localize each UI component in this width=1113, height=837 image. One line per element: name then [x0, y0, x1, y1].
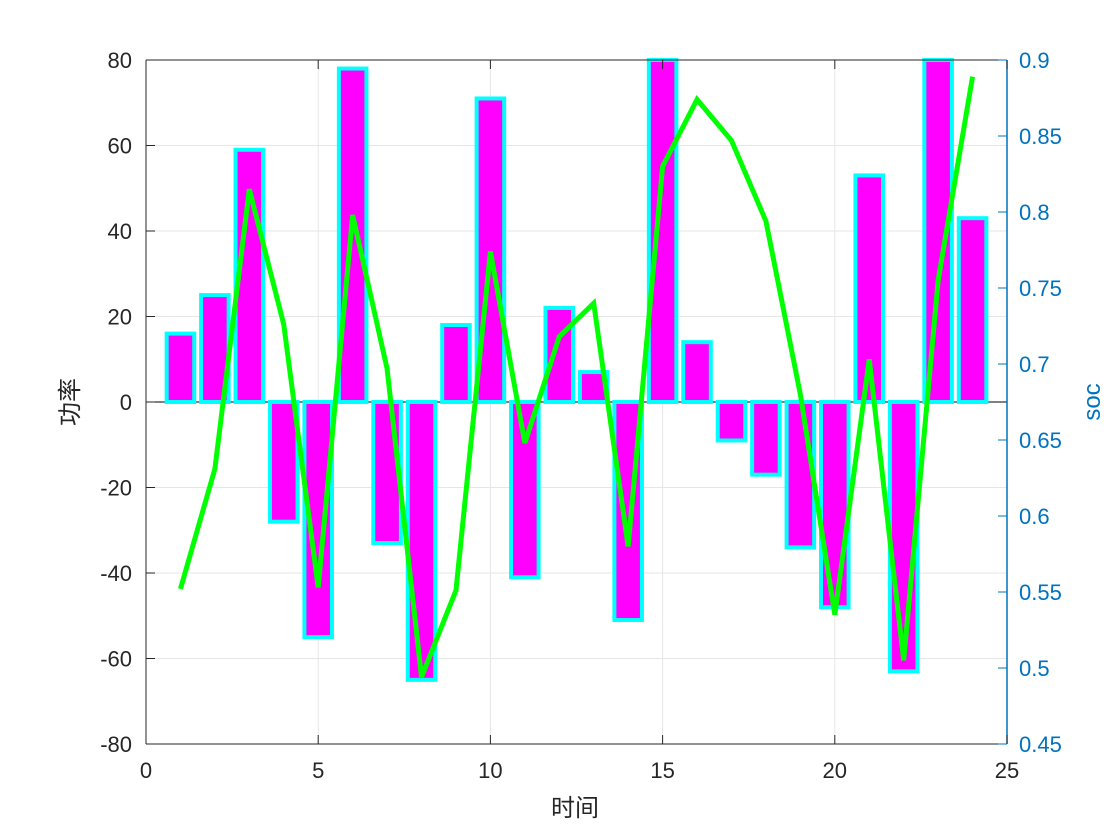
line-layer — [178, 76, 976, 679]
bar — [267, 400, 300, 524]
bar — [474, 96, 507, 404]
bar — [440, 323, 472, 404]
bar — [543, 305, 576, 405]
y-tick-label-right: 0.65 — [1019, 428, 1062, 453]
x-tick-label: 0 — [140, 758, 152, 783]
bar — [715, 400, 748, 443]
y-axis-label-right: soc — [1079, 383, 1106, 420]
y-tick-label-left: 60 — [108, 134, 132, 159]
bar — [681, 340, 713, 404]
bar — [164, 331, 197, 405]
x-tick-label: 25 — [995, 758, 1019, 783]
ticks-layer: 0 5 10 15 20 25 -80 -60 -40 -20 0 20 40 60 80 0.45 0.5 0.… — [100, 48, 1062, 783]
y-tick-label-left: -80 — [100, 732, 132, 757]
bar — [509, 400, 541, 580]
bar — [819, 400, 851, 610]
x-tick-label: 15 — [650, 758, 674, 783]
soc-line — [178, 76, 976, 679]
y-tick-label-left: -60 — [100, 647, 132, 672]
y-tick-label-right: 0.55 — [1019, 580, 1062, 605]
y-tick-label-right: 0.7 — [1019, 352, 1050, 377]
bar — [784, 400, 817, 550]
y-tick-label-right: 0.75 — [1019, 276, 1062, 301]
bar — [750, 400, 782, 477]
y-tick-label-right: 0.9 — [1019, 48, 1050, 73]
y-tick-label-left: 20 — [108, 305, 132, 330]
bar — [956, 216, 989, 404]
y-tick-label-right: 0.6 — [1019, 504, 1050, 529]
x-tick-label: 10 — [478, 758, 502, 783]
y-tick-label-left: -20 — [100, 476, 132, 501]
y-tick-label-left: -40 — [100, 561, 132, 586]
bar — [646, 58, 679, 404]
y-tick-label-right: 0.8 — [1019, 200, 1050, 225]
x-tick-label: 5 — [312, 758, 324, 783]
y-tick-label-right: 0.5 — [1019, 656, 1050, 681]
x-axis-label: 时间 — [551, 795, 599, 822]
y-tick-label-left: 40 — [108, 219, 132, 244]
y-tick-label-right: 0.85 — [1019, 124, 1062, 149]
y-axis-label-left: 功率 — [57, 378, 84, 426]
x-tick-label: 20 — [823, 758, 847, 783]
y-tick-label-right: 0.45 — [1019, 732, 1062, 757]
y-tick-label-left: 80 — [108, 48, 132, 73]
bar — [405, 400, 438, 682]
y-tick-label-left: 0 — [120, 390, 132, 415]
